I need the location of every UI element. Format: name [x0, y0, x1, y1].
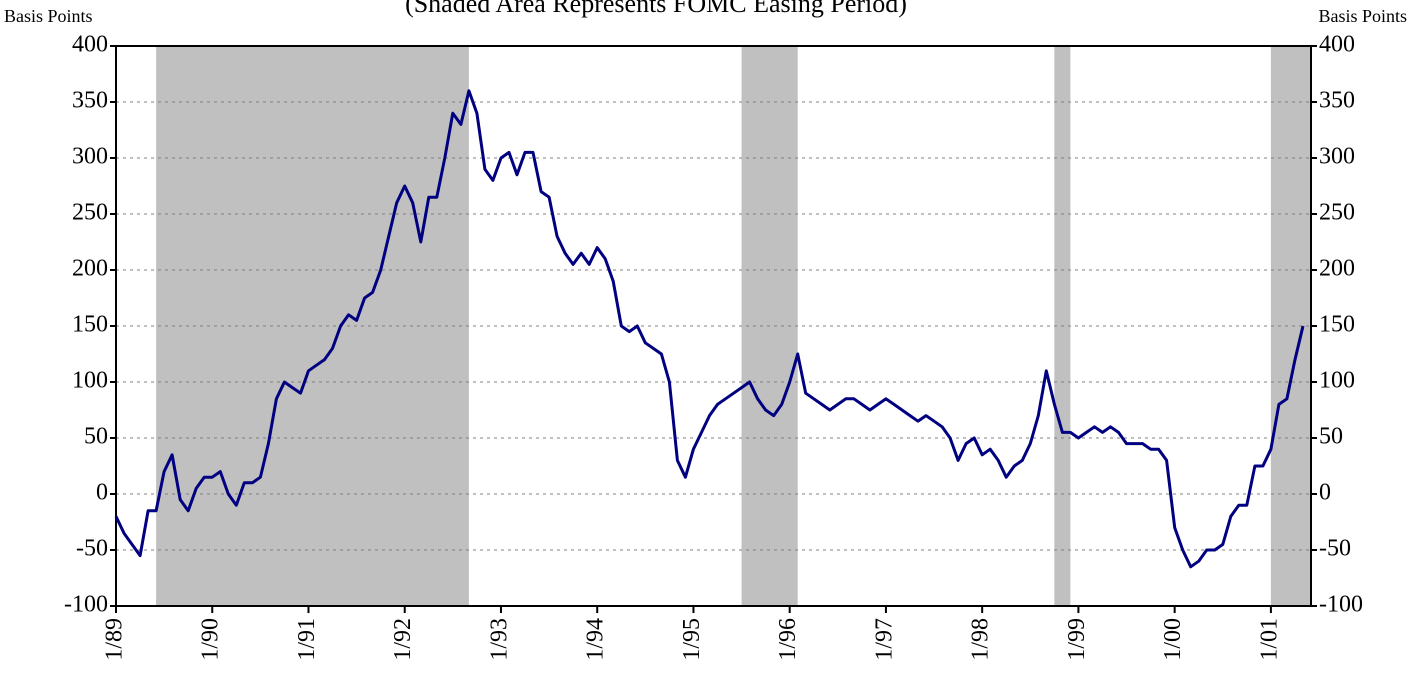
y2-tick-label: 350 [1319, 88, 1355, 114]
y2-tick-label: 300 [1319, 144, 1355, 170]
y-tick-label: 0 [96, 480, 108, 506]
x-tick-label: 1/93 [486, 618, 512, 661]
y-tick-label: 350 [72, 88, 108, 114]
y2-tick-label: -100 [1319, 592, 1363, 618]
y2-tick-label: 250 [1319, 200, 1355, 226]
x-tick-label: 1/90 [198, 618, 224, 661]
y2-tick-label: 150 [1319, 312, 1355, 338]
y-tick-label: 400 [72, 32, 108, 58]
y2-axis-label: Basis Points [1318, 6, 1407, 26]
y-tick-label: -100 [64, 592, 108, 618]
y-tick-label: 250 [72, 200, 108, 226]
y2-tick-label: 100 [1319, 368, 1355, 394]
y-tick-label: 100 [72, 368, 108, 394]
y-tick-label: 150 [72, 312, 108, 338]
x-tick-label: 1/00 [1160, 618, 1186, 661]
x-tick-label: 1/97 [871, 618, 897, 661]
series-line [114, 89, 1305, 569]
x-tick-label: 1/01 [1256, 618, 1282, 661]
y2-tick-label: -50 [1319, 536, 1351, 562]
x-tick-label: 1/95 [679, 618, 705, 661]
y-tick-label: 200 [72, 256, 108, 282]
x-tick-label: 1/94 [583, 618, 609, 661]
y-tick-label: 50 [84, 424, 108, 450]
y-axis-label: Basis Points [4, 6, 93, 26]
chart-subtitle: (Shaded Area Represents FOMC Easing Peri… [405, 0, 907, 18]
y2-tick-label: 0 [1319, 480, 1331, 506]
x-tick-label: 1/96 [775, 618, 801, 661]
easing-period [1270, 46, 1311, 606]
y2-tick-label: 400 [1319, 32, 1355, 58]
y-tick-label: -50 [76, 536, 108, 562]
x-tick-label: 1/91 [294, 618, 320, 661]
y2-tick-label: 50 [1319, 424, 1343, 450]
y-tick-label: 300 [72, 144, 108, 170]
x-tick-label: 1/89 [102, 618, 128, 661]
x-tick-label: 1/98 [968, 618, 994, 661]
x-tick-label: 1/99 [1064, 618, 1090, 661]
x-tick-label: 1/92 [390, 618, 416, 661]
y2-tick-label: 200 [1319, 256, 1355, 282]
